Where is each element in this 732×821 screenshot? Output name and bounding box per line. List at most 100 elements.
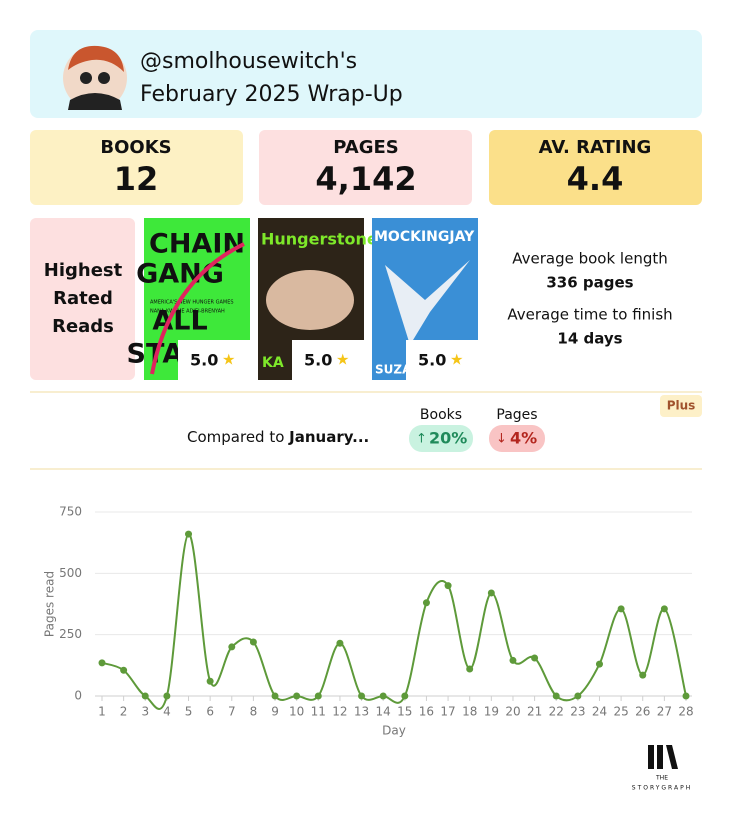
data-point [552, 692, 560, 700]
data-point [249, 638, 257, 646]
y-axis-label: Pages read [43, 571, 57, 637]
compare-month: January... [288, 428, 369, 446]
x-tick-label: 9 [271, 705, 279, 719]
avatar-glasses [80, 72, 92, 84]
data-point [531, 654, 539, 662]
y-tick-label: 250 [59, 627, 82, 641]
x-tick-label: 8 [250, 705, 258, 719]
x-tick-label: 10 [289, 705, 304, 719]
data-point [617, 605, 625, 613]
data-point [444, 582, 452, 590]
stat-value: 4,142 [315, 160, 416, 198]
compare-prefix-text: Compared to [187, 428, 284, 446]
x-tick-label: 28 [678, 705, 693, 719]
data-point [379, 692, 387, 700]
x-tick-label: 1 [98, 705, 106, 719]
logo-text: STORYGRAPH [632, 785, 692, 792]
rating-value: 5.0 [418, 351, 446, 370]
stat-label: AV. RATING [539, 137, 652, 158]
star-icon: ★ [450, 351, 463, 369]
series-line [101, 533, 687, 710]
data-point [487, 589, 495, 597]
compare-label: Books [420, 407, 462, 423]
data-point [228, 643, 236, 651]
stat-value: 4.4 [567, 160, 624, 198]
rating-badge [406, 340, 478, 380]
y-tick-label: 750 [59, 505, 82, 519]
cover-author: NANA KWAME ADJEI-BRENYAH [150, 309, 225, 315]
logo-mark [648, 745, 654, 769]
rating-badge [292, 340, 364, 380]
avatar-hair [68, 45, 124, 72]
x-tick-label: 20 [505, 705, 520, 719]
data-point [271, 692, 279, 700]
cover-title: Hungerstone [261, 230, 378, 249]
logo-text: THE [655, 775, 668, 782]
cover-tagline: AMERICA'S NEW HUNGER GAMES [150, 300, 234, 306]
data-point [336, 639, 344, 647]
stat-card [30, 130, 243, 205]
highest-rated-card [30, 218, 135, 380]
data-point [509, 656, 517, 664]
data-point [422, 599, 430, 607]
cover-title: MOCKINGJAY [374, 229, 475, 245]
data-point [358, 692, 366, 700]
x-tick-label: 21 [527, 705, 542, 719]
compare-change: 20% [429, 429, 467, 448]
stat-label: PAGES [333, 137, 399, 158]
x-tick-label: 2 [120, 705, 128, 719]
x-tick-label: 16 [419, 705, 434, 719]
compare-label: Pages [496, 407, 537, 423]
logo-mark [666, 745, 678, 769]
x-tick-label: 24 [592, 705, 607, 719]
compare-prefix: Compared to January... [187, 428, 369, 446]
data-point [639, 671, 647, 679]
cover-title: ALL [152, 306, 207, 337]
x-tick-label: 15 [397, 705, 412, 719]
average-value: 14 days [557, 330, 622, 348]
data-point [466, 665, 474, 673]
data-point [682, 692, 690, 700]
avatar-glasses [98, 72, 110, 84]
x-tick-label: 17 [440, 705, 455, 719]
x-tick-label: 27 [657, 705, 672, 719]
data-point [163, 692, 171, 700]
avatar-shirt [68, 93, 122, 110]
cover-art [150, 242, 245, 375]
y-tick-label: 500 [59, 566, 82, 580]
x-tick-label: 25 [613, 705, 628, 719]
highest-rated-heading: Reads [52, 316, 114, 337]
data-point [185, 530, 193, 538]
data-point [120, 666, 128, 674]
cover-art [385, 260, 470, 345]
star-icon: ★ [336, 351, 349, 369]
x-tick-label: 19 [484, 705, 499, 719]
data-point [141, 692, 149, 700]
rating-badge [178, 340, 250, 380]
data-point [401, 692, 409, 700]
up-arrow: ↑ [416, 432, 427, 447]
cover-art [266, 270, 354, 330]
highest-rated-heading: Highest [44, 260, 123, 281]
compare-pill [489, 425, 545, 452]
x-tick-label: 18 [462, 705, 477, 719]
cover-author: KA [262, 355, 284, 371]
stat-value: 12 [114, 160, 159, 198]
x-tick-label: 3 [141, 705, 149, 719]
compare-pill [409, 425, 473, 452]
data-point [206, 677, 214, 685]
x-tick-label: 13 [354, 705, 369, 719]
cover-author: SUZA [375, 363, 412, 377]
subtitle: February 2025 Wrap-Up [140, 82, 403, 107]
logo-mark [657, 745, 663, 769]
highest-rated-heading: Rated [53, 288, 113, 309]
rating-value: 5.0 [190, 351, 218, 370]
cover-title: CHAIN [149, 229, 245, 260]
x-tick-label: 4 [163, 705, 171, 719]
data-point [98, 659, 106, 667]
stat-card [259, 130, 472, 205]
x-tick-label: 7 [228, 705, 236, 719]
y-tick-label: 0 [74, 689, 82, 703]
